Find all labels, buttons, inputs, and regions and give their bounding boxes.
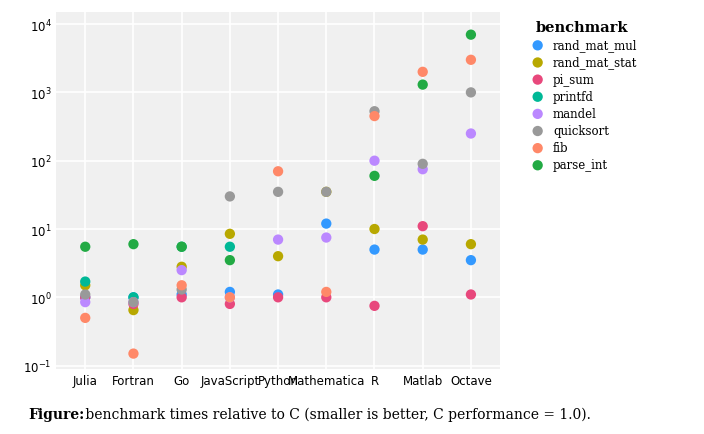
quicksort <box>320 189 332 196</box>
quicksort <box>417 161 428 168</box>
quicksort <box>128 299 139 306</box>
rand_mat_stat <box>225 231 236 238</box>
rand_mat_mul <box>417 247 428 253</box>
parse_int <box>128 241 139 248</box>
fib <box>417 69 428 76</box>
fib <box>128 350 139 357</box>
rand_mat_stat <box>128 307 139 314</box>
pi_sum <box>80 294 91 301</box>
fib <box>176 282 187 289</box>
pi_sum <box>417 223 428 230</box>
parse_int <box>369 173 380 180</box>
rand_mat_mul <box>176 291 187 298</box>
mandel <box>176 267 187 274</box>
fib <box>369 113 380 120</box>
quicksort <box>80 291 91 298</box>
pi_sum <box>320 294 332 301</box>
Text: benchmark times relative to C (smaller is better, C performance = 1.0).: benchmark times relative to C (smaller i… <box>81 407 591 421</box>
fib <box>465 57 477 64</box>
printfd <box>80 279 91 286</box>
Text: Figure:: Figure: <box>28 407 84 421</box>
pi_sum <box>225 301 236 308</box>
rand_mat_mul <box>369 247 380 253</box>
quicksort <box>465 90 477 97</box>
fib <box>272 168 284 175</box>
pi_sum <box>176 294 187 301</box>
rand_mat_mul <box>465 257 477 264</box>
rand_mat_stat <box>272 253 284 260</box>
rand_mat_mul <box>320 220 332 227</box>
rand_mat_mul <box>272 291 284 298</box>
mandel <box>128 299 139 306</box>
mandel <box>225 294 236 301</box>
fib <box>320 289 332 296</box>
quicksort <box>176 286 187 293</box>
quicksort <box>272 189 284 196</box>
pi_sum <box>369 302 380 309</box>
mandel <box>272 237 284 243</box>
mandel <box>80 299 91 306</box>
rand_mat_stat <box>176 264 187 271</box>
mandel <box>369 158 380 165</box>
mandel <box>465 131 477 138</box>
parse_int <box>417 82 428 89</box>
fib <box>80 315 91 322</box>
rand_mat_stat <box>320 189 332 196</box>
parse_int <box>225 257 236 264</box>
rand_mat_mul <box>80 294 91 301</box>
rand_mat_mul <box>128 294 139 301</box>
pi_sum <box>272 294 284 301</box>
rand_mat_stat <box>369 226 380 233</box>
parse_int <box>465 32 477 39</box>
Legend: rand_mat_mul, rand_mat_stat, pi_sum, printfd, mandel, quicksort, fib, parse_int: rand_mat_mul, rand_mat_stat, pi_sum, pri… <box>524 19 640 174</box>
parse_int <box>80 244 91 251</box>
rand_mat_stat <box>465 241 477 248</box>
mandel <box>417 166 428 173</box>
rand_mat_stat <box>80 282 91 289</box>
pi_sum <box>128 301 139 308</box>
printfd <box>225 244 236 251</box>
quicksort <box>369 108 380 115</box>
rand_mat_mul <box>225 289 236 296</box>
fib <box>225 294 236 301</box>
mandel <box>320 234 332 241</box>
rand_mat_stat <box>417 237 428 243</box>
parse_int <box>176 244 187 251</box>
printfd <box>176 244 187 251</box>
pi_sum <box>465 291 477 298</box>
printfd <box>128 294 139 301</box>
quicksort <box>225 194 236 201</box>
